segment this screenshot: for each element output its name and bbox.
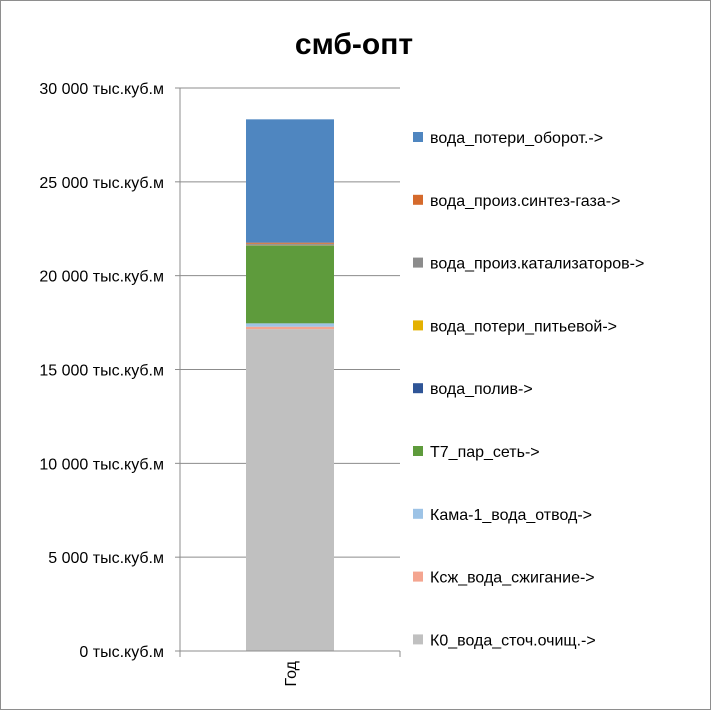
x-category-label: Год [283,660,300,686]
legend-label: Кама-1_вода_отвод-> [430,507,592,524]
bar-segment [246,245,334,324]
legend-label: вода_произ.катализаторов-> [430,256,644,273]
bar-stack [246,119,334,651]
bar-segment [246,326,334,330]
y-tick-label: 25 000 тыс.куб.м [39,175,164,192]
legend-swatch [413,257,423,268]
y-tick-labels: 0 тыс.куб.м 5 000 тыс.куб.м 10 000 тыс.куб… [39,81,164,661]
legend-swatch [413,446,423,456]
x-category-labels: Год [283,660,300,686]
y-tick-label: 15 000 тыс.куб.м [39,363,164,380]
bar-segment [246,242,334,244]
bar-segment [246,329,334,651]
legend-swatch [413,132,423,142]
bar-segment [246,119,334,243]
legend: вода_потери_оборот.-> вода_произ.синтез-г… [413,130,644,649]
y-tick-label: 5 000 тыс.куб.м [48,550,164,567]
y-tick-label: 30 000 тыс.куб.м [39,81,164,98]
legend-label: вода_потери_питьевой-> [430,318,617,335]
legend-label: вода_полив-> [430,381,533,398]
legend-swatch [413,383,423,394]
bar-segment [246,243,334,245]
legend-swatch [413,634,423,645]
legend-swatch [413,508,423,519]
bar-segment [246,323,334,327]
legend-label: вода_потери_оборот.-> [430,130,603,147]
chart-title: смб-опт [295,28,413,61]
legend-label: К0_вода_сточ.очищ.-> [430,632,596,649]
legend-swatch [413,571,423,582]
legend-label: вода_произ.синтез-газа-> [430,193,620,210]
axes [175,87,401,657]
legend-label: Ксж_вода_сжигание-> [430,570,595,587]
legend-swatch [413,194,423,205]
legend-swatch [413,320,423,331]
legend-label: Т7_пар_сеть-> [430,444,540,461]
y-tick-label: 10 000 тыс.куб.м [39,456,164,473]
y-tick-label: 20 000 тыс.куб.м [39,269,164,286]
y-tick-label: 0 тыс.куб.м [79,644,164,661]
